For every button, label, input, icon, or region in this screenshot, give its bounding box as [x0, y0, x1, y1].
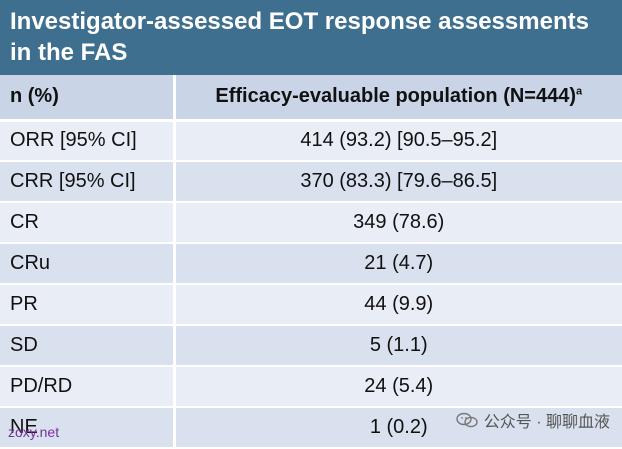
table-row-orr: ORR [95% CI] 414 (93.2) [90.5–95.2] [0, 120, 622, 162]
table-row-sd: SD 5 (1.1) [0, 325, 622, 367]
header-efficacy-population-text: Efficacy-evaluable population (N=444) [215, 85, 577, 108]
table-row-pr: PR 44 (9.9) [0, 284, 622, 326]
table-row-crr: CRR [95% CI] 370 (83.3) [79.6–86.5] [0, 161, 622, 203]
response-table: n (%) Efficacy-evaluable population (N=4… [0, 75, 622, 449]
row-label: PR [0, 284, 174, 326]
row-label: PD/RD [0, 366, 174, 408]
table-row-cru: CRu 21 (4.7) [0, 243, 622, 285]
row-value: 349 (78.6) [172, 202, 622, 244]
table-row-pd-rd: PD/RD 24 (5.4) [0, 366, 622, 408]
wechat-icon [456, 412, 478, 428]
row-label: ORR [95% CI] [0, 120, 174, 162]
row-label: CRu [0, 243, 174, 285]
watermark-left: zoxy.net [8, 424, 60, 440]
watermark-right-text: 公众号 · 聊聊血液 [483, 414, 610, 431]
row-value: 414 (93.2) [90.5–95.2] [172, 120, 622, 162]
table-title: Investigator-assessed EOT response asses… [0, 0, 622, 75]
row-label: SD [0, 325, 174, 367]
watermark-right: 公众号 · 聊聊血液 [456, 408, 610, 432]
row-value: 21 (4.7) [172, 243, 622, 285]
header-n-percent: n (%) [0, 75, 174, 122]
header-efficacy-population: Efficacy-evaluable population (N=444)a [172, 75, 622, 122]
row-label: CRR [95% CI] [0, 161, 174, 203]
row-value: 5 (1.1) [172, 325, 622, 367]
row-value: 24 (5.4) [172, 366, 622, 408]
row-value: 44 (9.9) [172, 284, 622, 326]
table-header-row: n (%) Efficacy-evaluable population (N=4… [0, 75, 622, 122]
header-footnote-marker: a [576, 85, 583, 98]
row-label: NE [0, 407, 174, 449]
row-label: CR [0, 202, 174, 244]
table-row-cr: CR 349 (78.6) [0, 202, 622, 244]
row-value: 370 (83.3) [79.6–86.5] [172, 161, 622, 203]
